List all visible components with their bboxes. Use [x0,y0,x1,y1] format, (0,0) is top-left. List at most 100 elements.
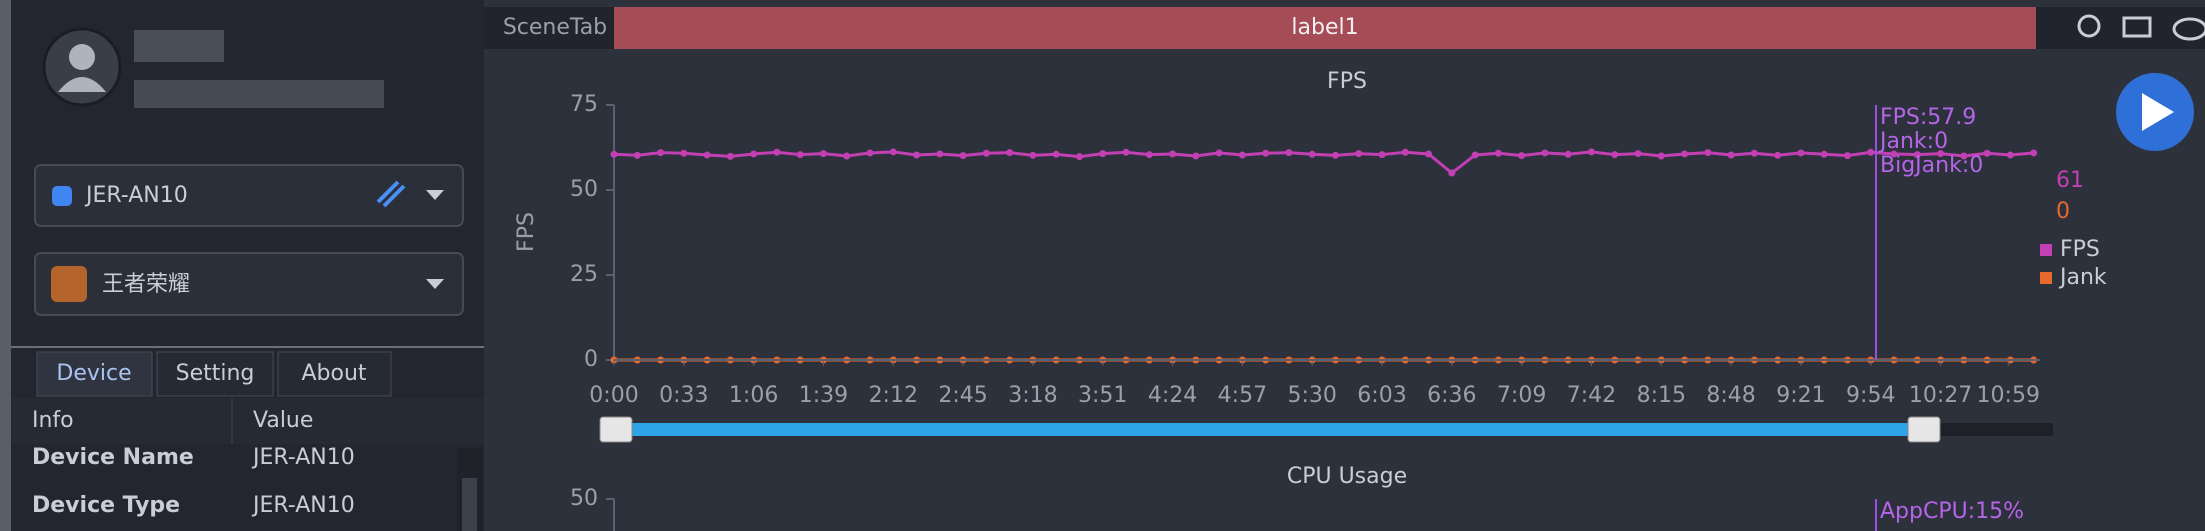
data-point [866,149,874,157]
data-point [1890,150,1898,158]
avatar-head [69,44,95,70]
data-point [1564,150,1572,158]
data-point [1029,151,1037,159]
y-tick-label: 25 [570,262,598,287]
device-name: JER-AN10 [84,183,188,208]
tooltip-text: BigJank:0 [1880,153,1983,178]
tab[interactable] [277,351,392,397]
data-point [773,148,781,156]
x-tick-label: 9:54 [1846,383,1895,408]
folder-icon[interactable] [2122,16,2152,38]
data-point [1518,152,1526,160]
data-point [1587,148,1595,156]
scene-tab[interactable]: SceneTab [503,15,607,40]
data-point [633,151,641,159]
data-point [1774,151,1782,159]
latest-value: 0 [2056,199,2070,224]
table-cell: Device Type [32,493,180,518]
label-title: label1 [1291,15,1358,40]
data-point [1099,150,1107,158]
series-line [613,150,2034,175]
app-dropdown[interactable] [34,252,464,316]
cloud-icon[interactable] [2172,17,2205,41]
avatar-body [58,77,106,92]
data-point [1704,149,1712,157]
slider-range[interactable] [614,423,1922,436]
tooltip-text: Jank:0 [1878,129,1948,154]
link-icon[interactable] [376,180,406,208]
blurred-account [134,80,384,108]
dropdown-arrow[interactable] [426,190,444,200]
window-edge [0,0,11,531]
play-icon [2142,93,2174,131]
table-cell: JER-AN10 [251,493,355,518]
table-header-cell: Value [253,408,313,433]
chart-title: CPU Usage [1287,464,1407,489]
slider-handle[interactable] [1907,416,1941,443]
device-dropdown[interactable] [34,164,464,227]
x-tick-label: 8:48 [1706,383,1755,408]
tab[interactable] [36,351,153,397]
latest-value: 61 [2056,168,2084,193]
x-tick-label: 4:24 [1148,383,1197,408]
app-icon [51,266,87,302]
x-tick-label: 0:33 [659,383,708,408]
y-axis-label: FPS [514,212,539,252]
y-tick-label: 0 [584,347,598,372]
x-tick-label: 10:59 [1977,383,2040,408]
data-point [913,151,921,159]
data-point [819,150,827,158]
blurred-name [134,30,224,62]
table-header-cell: Info [32,408,74,433]
data-point [1052,150,1060,158]
x-tick-label: 3:18 [1008,383,1057,408]
y-tick-label: 50 [570,177,598,202]
x-tick-label: 9:21 [1776,383,1825,408]
tooltip-text: AppCPU:15% [1880,499,2024,524]
data-point [1960,152,1968,160]
data-point [1192,152,1200,160]
x-tick-label: 6:36 [1427,383,1476,408]
data-point [936,150,944,158]
data-point [1262,149,1270,157]
x-tick-label: 5:30 [1287,383,1336,408]
app-name: 王者荣耀 [102,272,190,297]
tab[interactable] [156,351,274,397]
scrollbar-thumb[interactable] [462,478,477,531]
x-tick-label: 2:45 [938,383,987,408]
data-point [2030,149,2038,157]
tab-label[interactable]: Setting [176,361,255,386]
label-bar[interactable] [614,7,2036,49]
data-point [1541,149,1549,157]
data-point [982,149,990,157]
data-point [1331,151,1339,159]
y-tick-label: 50 [570,486,598,511]
data-point [1075,153,1083,161]
chart-title: FPS [1327,69,1367,94]
location-icon[interactable] [2077,14,2101,38]
data-point [1238,151,1246,159]
tab-label[interactable]: Device [56,361,131,386]
tab-label[interactable]: About [301,361,366,386]
dropdown-arrow[interactable] [426,279,444,289]
data-point [726,152,734,160]
x-tick-label: 3:51 [1078,383,1127,408]
x-tick-label: 0:00 [589,383,638,408]
table-header [11,398,484,444]
tooltip-text: FPS:57.9 [1880,105,1976,130]
table-cell: JER-AN10 [251,445,355,470]
data-point [1611,151,1619,159]
data-point [1867,148,1875,156]
data-point [889,148,897,156]
x-tick-label: 10:27 [1909,383,1972,408]
data-point [1727,151,1735,159]
data-point [1122,148,1130,156]
data-point [1308,150,1316,158]
data-point [843,152,851,160]
data-point [796,151,804,159]
x-tick-label: 1:39 [799,383,848,408]
data-point [1215,149,1223,157]
data-point [1681,150,1689,158]
slider-handle[interactable] [599,416,633,443]
